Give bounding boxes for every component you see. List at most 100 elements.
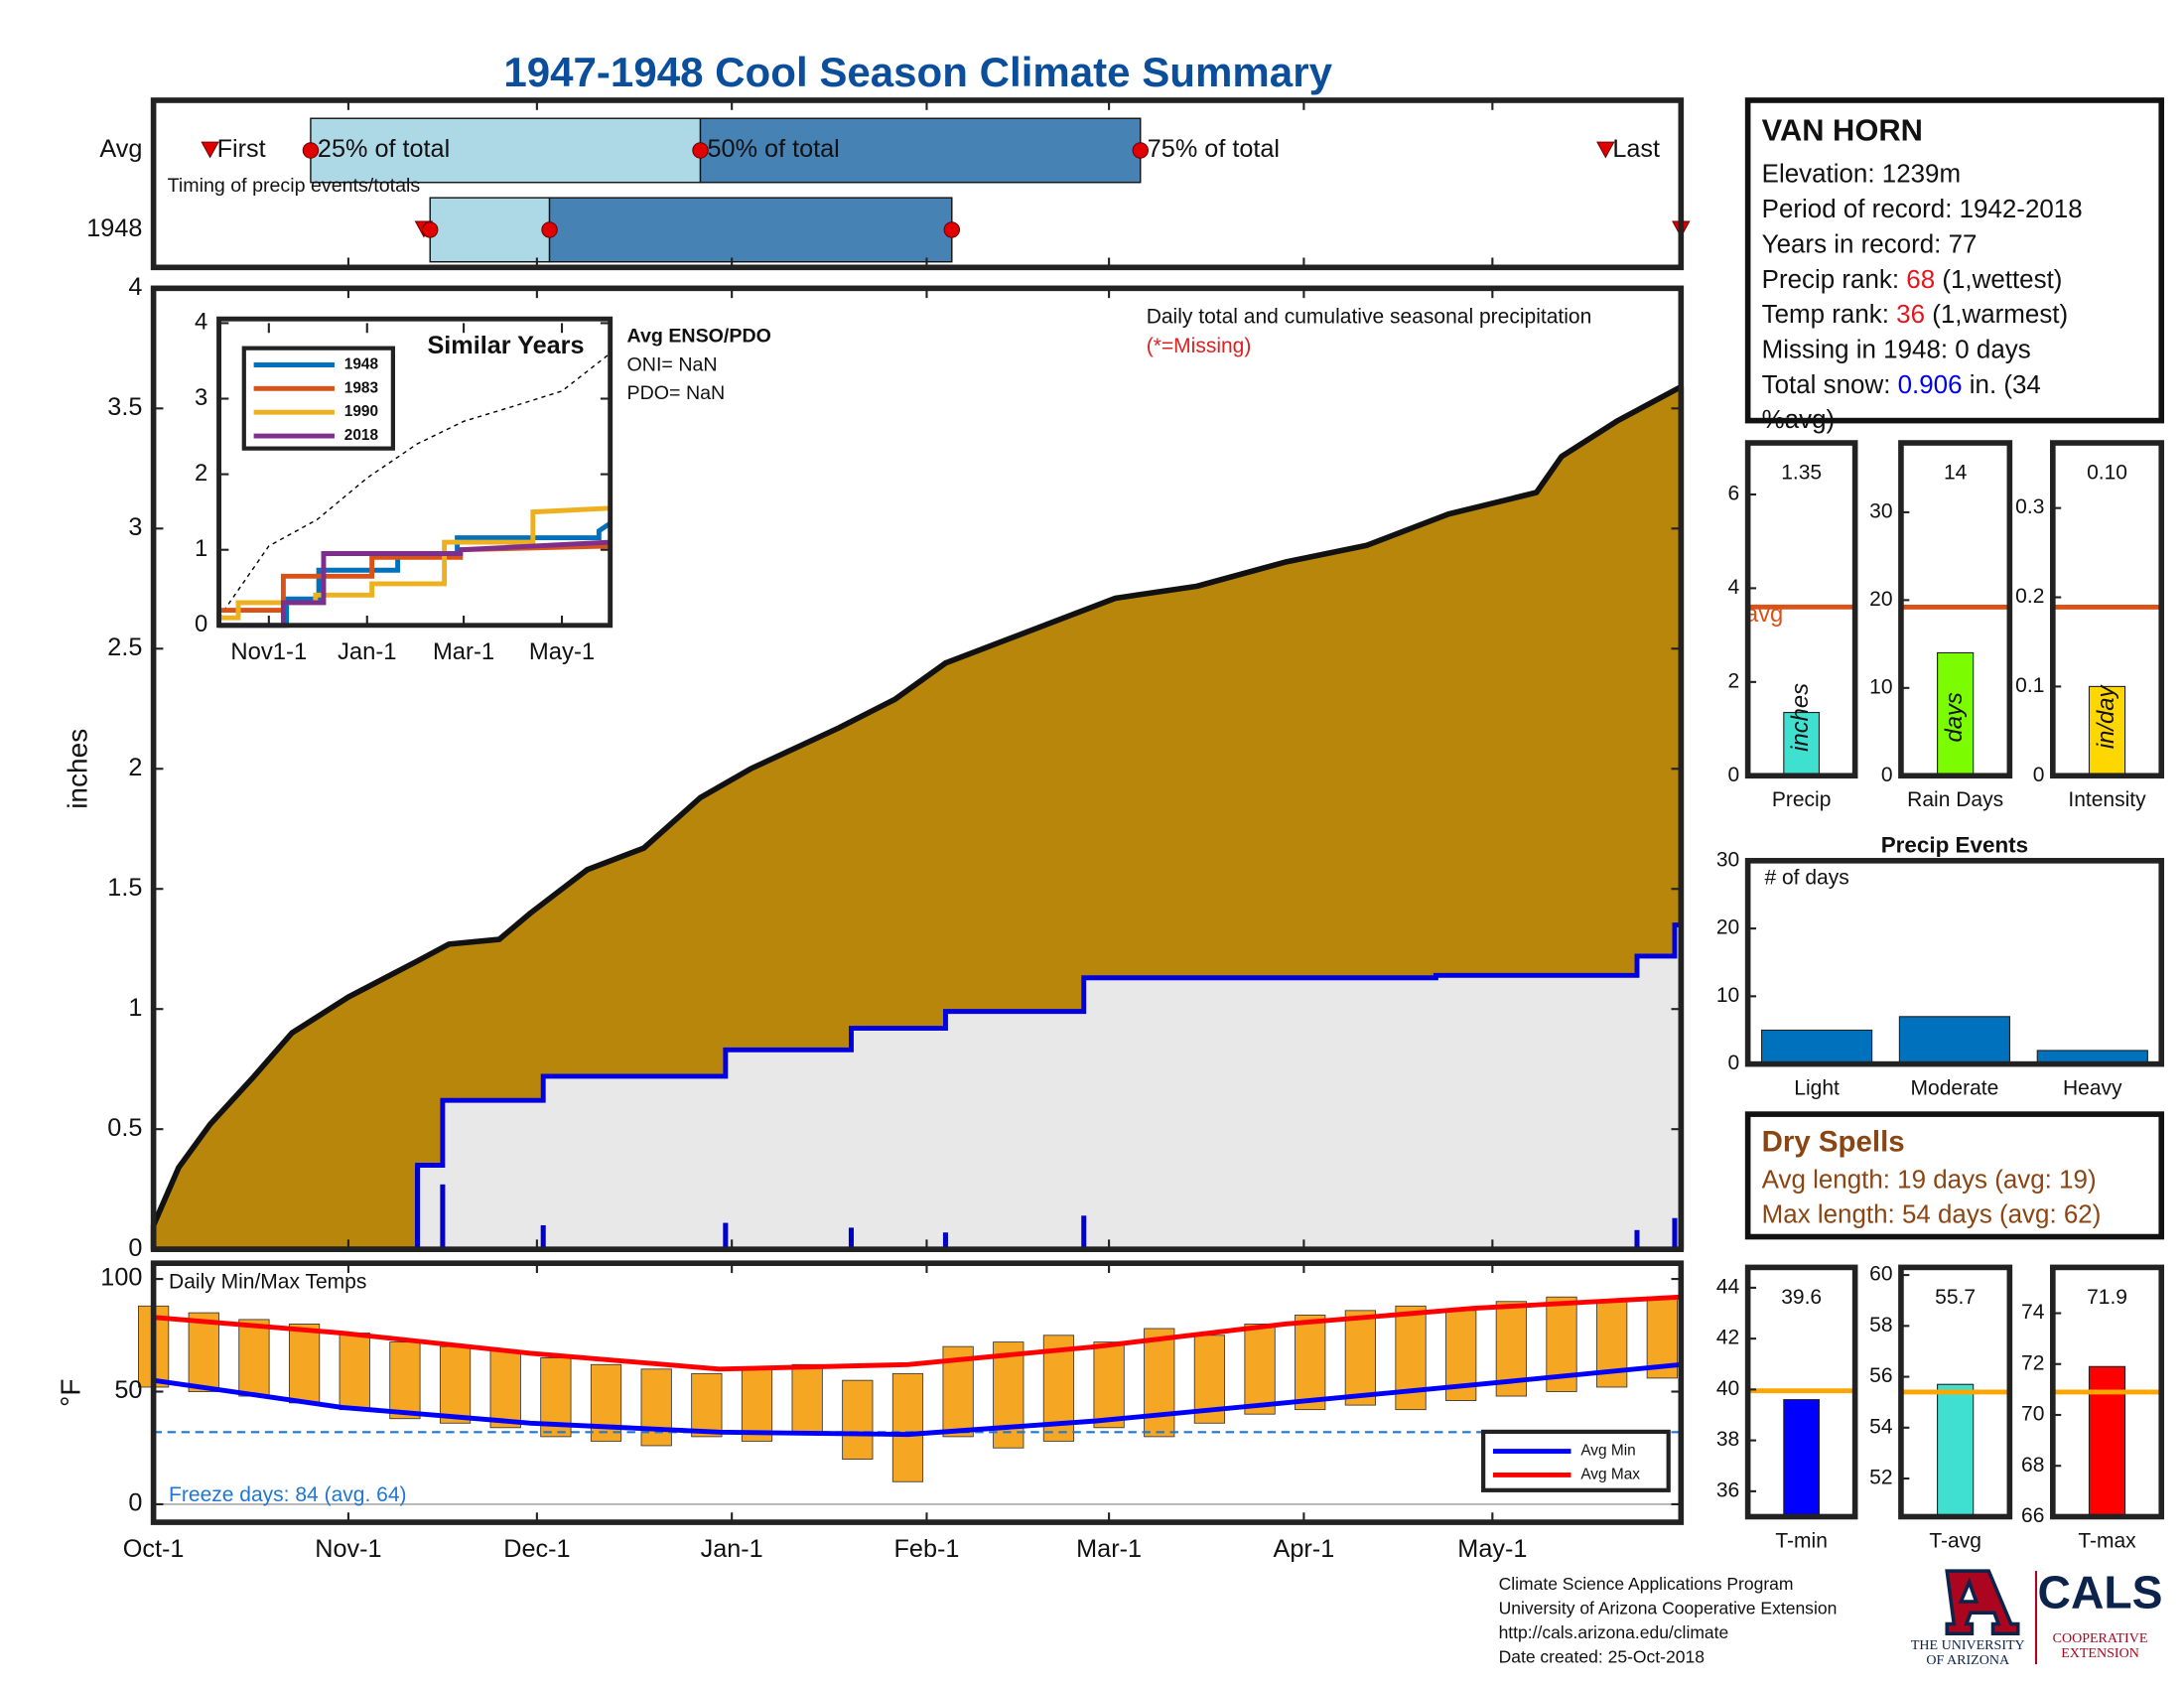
y-tick-label: 0.5 — [107, 1114, 142, 1142]
unit-label: inches — [1787, 683, 1814, 752]
marker-label: Last — [1612, 135, 1660, 163]
station-name: VAN HORN — [1762, 112, 1923, 147]
x-tick-label: May-1 — [1457, 1535, 1527, 1563]
y-tick-label: 1 — [128, 994, 142, 1022]
y-tick-label: 100 — [100, 1264, 142, 1292]
unit-label: days — [1941, 692, 1968, 742]
station-line: Period of record: 1942-2018 — [1762, 196, 2083, 223]
daily-bar — [1634, 1229, 1640, 1250]
station-text: Missing in 1948: 0 days — [1762, 336, 2031, 363]
y-tick-label: 0 — [2033, 764, 2045, 786]
inset-note: Avg ENSO/PDO — [627, 326, 771, 348]
bar — [1898, 1016, 2011, 1065]
x-tick-label: May-1 — [529, 638, 595, 665]
total-marker — [422, 221, 439, 238]
x-tick-label: Dec-1 — [503, 1535, 570, 1563]
legend-label: 2018 — [344, 427, 379, 444]
station-text: 68 — [1906, 266, 1935, 294]
average-label: avg — [1745, 601, 1783, 628]
freeze-note: Freeze days: 84 (avg. 64) — [169, 1483, 406, 1506]
logo — [1945, 1569, 2038, 1665]
annotation: Timing of precip events/totals — [168, 175, 421, 197]
y-tick-label: 1.5 — [107, 874, 142, 902]
temp-range-bar — [1144, 1328, 1175, 1438]
daily-bar — [540, 1224, 546, 1250]
daily-bar — [942, 1232, 948, 1250]
station-line: Missing in 1948: 0 days — [1762, 336, 2031, 363]
station-line: Temp rank: 36 (1,warmest) — [1762, 301, 2069, 329]
temp-range-bar — [288, 1324, 321, 1404]
y-tick-label: 60 — [1869, 1263, 1892, 1286]
temp-range-bar — [691, 1372, 723, 1438]
y-tick-label: 0 — [128, 1489, 142, 1517]
temp-range-bar — [842, 1379, 874, 1460]
y-tick-label: 38 — [1716, 1428, 1739, 1451]
station-text: Total snow: — [1762, 371, 1898, 399]
station-text: Elevation: 1239m — [1762, 161, 1961, 189]
plot-frame — [1744, 440, 1858, 779]
annotation: # of days — [1764, 867, 1848, 890]
y-tick-label: 0 — [195, 611, 207, 637]
y-tick-label: 52 — [1869, 1467, 1892, 1489]
plot-frame — [1898, 1264, 2013, 1520]
y-tick-label: 30 — [1716, 848, 1739, 871]
category-label: Precip — [1772, 788, 1832, 811]
total-marker — [541, 221, 558, 238]
y-tick-label: 10 — [1869, 675, 1892, 698]
cumulative-line — [153, 922, 1682, 1252]
y-tick-label: 2 — [195, 460, 207, 487]
category-label: T-min — [1775, 1529, 1828, 1552]
y-tick-label: 66 — [2021, 1504, 2044, 1527]
y-tick-label: 6 — [1728, 483, 1740, 505]
y-tick-label: 4 — [1728, 576, 1740, 599]
y-tick-label: 10 — [1716, 984, 1739, 1007]
plot-frame — [150, 1260, 1685, 1525]
temp-range-bar — [791, 1363, 823, 1433]
station-text: (1,wettest) — [1935, 266, 2062, 294]
y-tick-label: 20 — [1716, 916, 1739, 939]
y-tick-label: 20 — [1869, 588, 1892, 611]
station-line: Years in record: 77 — [1762, 230, 1978, 258]
y-tick-label: 4 — [128, 273, 142, 301]
plot-frame — [1898, 440, 2013, 779]
page-title: 1947-1948 Cool Season Climate Summary — [503, 49, 1332, 95]
row-label: 1948 — [86, 214, 142, 242]
x-tick-label: Apr-1 — [1274, 1535, 1335, 1563]
dry-spells-title: Dry Spells — [1762, 1125, 1905, 1158]
daily-bar — [848, 1227, 855, 1250]
y-tick-label: 3 — [128, 513, 142, 541]
value-label: 39.6 — [1781, 1286, 1822, 1309]
bar — [1760, 1029, 1873, 1065]
temp-range-bar — [1093, 1341, 1125, 1429]
y-tick-label: 56 — [1869, 1364, 1892, 1387]
dry-spells-line: Avg length: 19 days (avg: 19) — [1762, 1166, 2097, 1194]
temp-range-bar — [238, 1319, 270, 1397]
value-label: 14 — [1944, 461, 1968, 484]
y-tick-label: 58 — [1869, 1314, 1892, 1336]
station-line: Precip rank: 68 (1,wettest) — [1762, 266, 2063, 294]
dry-spells-box — [1744, 1111, 2165, 1240]
bar — [2088, 685, 2126, 776]
plot-frame — [1744, 1264, 1858, 1520]
plot-frame — [150, 285, 1685, 1252]
station-line: Total snow: 0.906 in. (34 — [1762, 371, 2041, 399]
temp-range-bar — [489, 1350, 521, 1429]
temp-range-bar — [1244, 1324, 1276, 1415]
y-tick-label: 0 — [1728, 1052, 1740, 1074]
station-text: Years in record: 77 — [1762, 230, 1978, 258]
logo-extension: COOPERATIVE — [2053, 1631, 2148, 1646]
y-tick-label: 4 — [195, 309, 207, 336]
logo-university: THE UNIVERSITY — [1911, 1638, 2025, 1653]
y-tick-label: 30 — [1869, 499, 1892, 522]
inset-note: PDO= NaN — [627, 382, 726, 404]
category-label: Moderate — [1911, 1076, 1999, 1099]
quartile-box — [548, 197, 953, 263]
x-tick-label: Nov1-1 — [230, 638, 307, 665]
temp-range-bar — [188, 1312, 219, 1392]
dry-spells-line: Max length: 54 days (avg: 62) — [1762, 1200, 2102, 1228]
series-line — [218, 505, 611, 621]
station-text: %avg) — [1762, 406, 1836, 434]
value-label: 1.35 — [1781, 461, 1822, 484]
bar — [1937, 1383, 1975, 1518]
